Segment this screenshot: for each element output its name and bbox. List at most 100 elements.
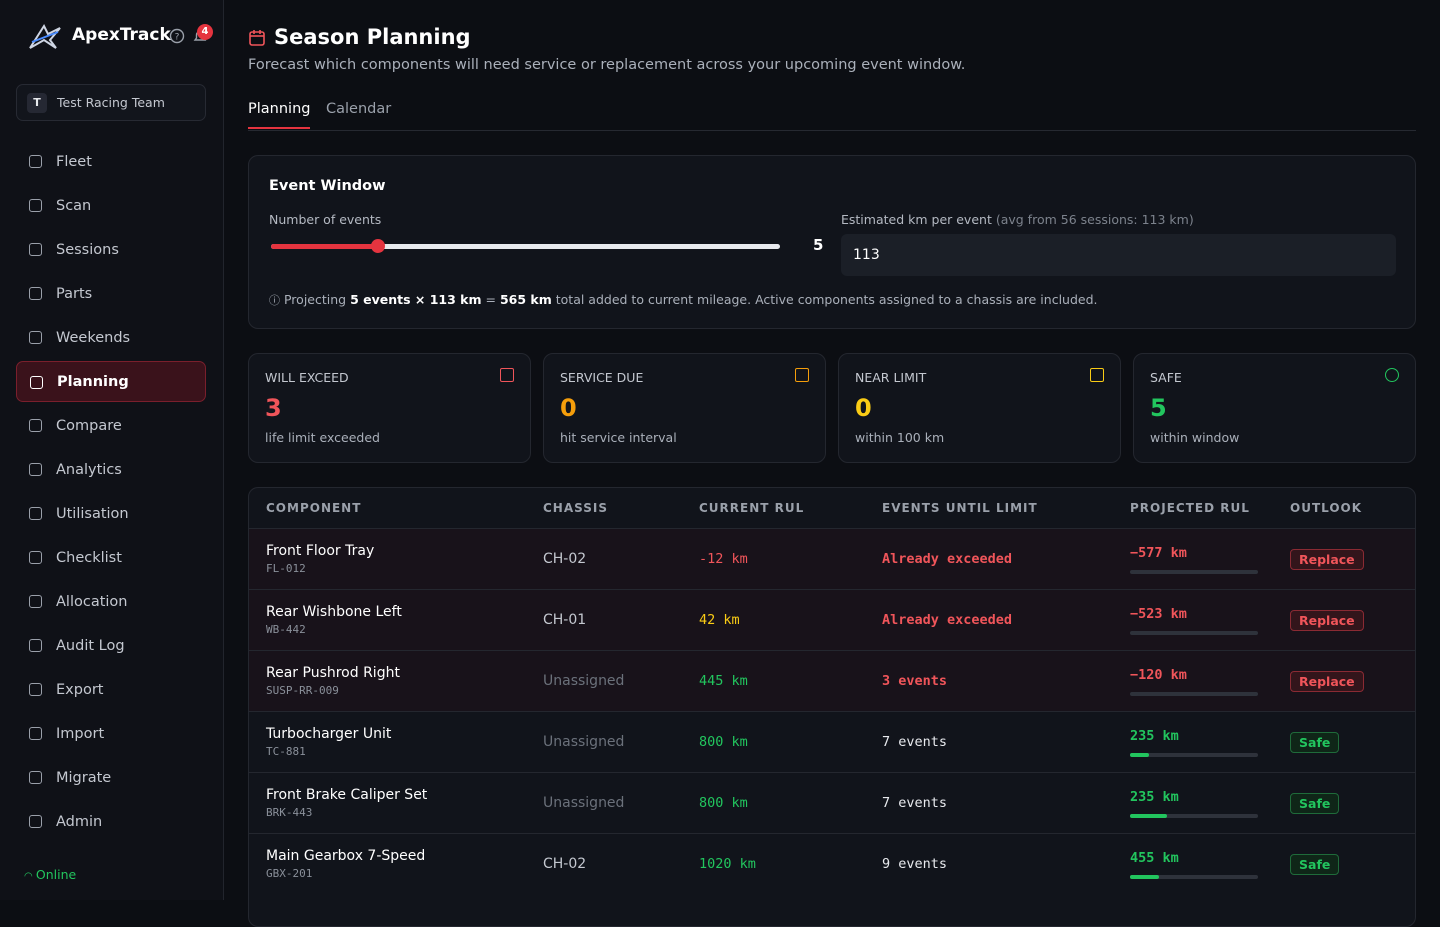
stat-icon xyxy=(500,368,514,382)
nav-item[interactable]: Import xyxy=(16,713,206,754)
slider-thumb[interactable] xyxy=(371,239,386,253)
nav-item[interactable]: Admin xyxy=(16,801,206,842)
chassis: Unassigned xyxy=(543,734,625,750)
column-header: PROJECTED RUL xyxy=(1130,501,1250,515)
column-header: EVENTS UNTIL LIMIT xyxy=(882,501,1038,515)
events-until-limit: 9 events xyxy=(882,856,948,872)
nav-item[interactable]: Parts xyxy=(16,273,206,314)
team-selector[interactable]: T Test Racing Team xyxy=(16,84,206,121)
nav-item[interactable]: Checklist xyxy=(16,537,206,578)
km-label-text: Estimated km per event xyxy=(841,212,992,227)
tab-divider xyxy=(248,130,1416,131)
notification-badge[interactable]: 4 xyxy=(197,24,213,40)
nav-icon xyxy=(29,463,42,476)
events-until-limit: Already exceeded xyxy=(882,551,1013,567)
nav-label: Utilisation xyxy=(56,505,129,522)
stat-card: NEAR LIMIT 0 within 100 km xyxy=(838,353,1121,463)
nav-item[interactable]: Fleet xyxy=(16,141,206,182)
status: ◠ Online xyxy=(24,867,77,882)
column-header: CHASSIS xyxy=(543,501,608,515)
events-label: Number of events xyxy=(269,212,382,227)
stat-card: WILL EXCEED 3 life limit exceeded xyxy=(248,353,531,463)
sidebar: ApexTrack ? 4 T Test Racing Team ◠ Onlin… xyxy=(0,0,224,900)
nav-item[interactable]: Scan xyxy=(16,185,206,226)
current-rul: 445 km xyxy=(699,673,748,689)
outlook-badge: Replace xyxy=(1290,610,1364,631)
nav-label: Admin xyxy=(56,813,103,830)
nav-item[interactable]: Planning xyxy=(16,361,206,402)
progress-track xyxy=(1130,814,1258,818)
component-name: Front Brake Caliper Set xyxy=(266,787,428,803)
nav-icon xyxy=(29,815,42,828)
km-hint: (avg from 56 sessions: 113 km) xyxy=(995,212,1194,227)
projected-rul: −120 km xyxy=(1130,667,1187,683)
km-input-value: 113 xyxy=(853,247,880,263)
chassis: Unassigned xyxy=(543,673,625,689)
nav-label: Compare xyxy=(56,417,122,434)
stat-value: 0 xyxy=(855,394,872,422)
nav-item[interactable]: Audit Log xyxy=(16,625,206,666)
stat-caption: within 100 km xyxy=(855,430,945,445)
stat-label: SAFE xyxy=(1150,370,1182,385)
events-until-limit: 3 events xyxy=(882,673,948,689)
nav-icon xyxy=(29,287,42,300)
projected-rul: −523 km xyxy=(1130,606,1187,622)
nav-label: Analytics xyxy=(56,461,122,478)
tab[interactable]: Planning xyxy=(248,101,311,129)
progress-track xyxy=(1130,692,1258,696)
chassis: CH-02 xyxy=(543,856,587,872)
table-row: Main Gearbox 7-Speed GBX-201 CH-02 1020 km 9… xyxy=(249,833,1415,894)
component-code: TC-881 xyxy=(266,745,306,758)
projected-rul: 235 km xyxy=(1130,789,1179,805)
nav-icon xyxy=(29,155,42,168)
chassis: Unassigned xyxy=(543,795,625,811)
nav-item[interactable]: Analytics xyxy=(16,449,206,490)
stat-value: 3 xyxy=(265,394,282,422)
nav-label: Fleet xyxy=(56,153,92,170)
note-prefix: Projecting xyxy=(283,292,347,307)
nav-item[interactable]: Compare xyxy=(16,405,206,446)
nav-item[interactable]: Allocation xyxy=(16,581,206,622)
table-row: Front Brake Caliper Set BRK-443 Unassigned… xyxy=(249,772,1415,833)
km-label: Estimated km per event (avg from 56 sess… xyxy=(841,212,1194,227)
page-title: Season Planning xyxy=(274,25,471,49)
stat-icon xyxy=(1090,368,1104,382)
nav-label: Checklist xyxy=(56,549,122,566)
progress-track xyxy=(1130,875,1258,879)
outlook-badge: Replace xyxy=(1290,671,1364,692)
projected-rul: −577 km xyxy=(1130,545,1187,561)
stat-icon xyxy=(1385,368,1399,382)
tab[interactable]: Calendar xyxy=(326,101,392,117)
nav-label: Parts xyxy=(56,285,93,302)
table-row: Front Floor Tray FL-012 CH-02 -12 km Already… xyxy=(249,528,1415,589)
stat-caption: life limit exceeded xyxy=(265,430,380,445)
table-row: Rear Wishbone Left WB-442 CH-01 42 km Alread… xyxy=(249,589,1415,650)
outlook-badge: Safe xyxy=(1290,732,1340,753)
projected-rul: 455 km xyxy=(1130,850,1179,866)
component-name: Main Gearbox 7-Speed xyxy=(266,848,426,864)
progress-fill xyxy=(1130,875,1160,879)
nav-item[interactable]: Migrate xyxy=(16,757,206,798)
km-input[interactable]: 113 xyxy=(841,234,1396,276)
projection-note: ⓘ Projecting 5 events × 113 km = 565 km … xyxy=(269,292,1098,307)
stat-value: 5 xyxy=(1150,394,1167,422)
nav-icon xyxy=(30,376,43,389)
nav-item[interactable]: Utilisation xyxy=(16,493,206,534)
column-header: CURRENT RUL xyxy=(699,501,805,515)
progress-fill xyxy=(1130,814,1168,818)
chassis: CH-01 xyxy=(543,612,587,628)
events-slider[interactable] xyxy=(271,239,780,253)
nav-icon xyxy=(29,331,42,344)
nav-item[interactable]: Sessions xyxy=(16,229,206,270)
stat-label: NEAR LIMIT xyxy=(855,370,927,385)
outlook-badge: Safe xyxy=(1290,793,1340,814)
page-subtitle: Forecast which components will need serv… xyxy=(248,57,966,73)
nav-label: Export xyxy=(56,681,104,698)
events-until-limit: 7 events xyxy=(882,795,948,811)
component-code: BRK-443 xyxy=(266,806,313,819)
current-rul: 42 km xyxy=(699,612,740,628)
nav-item[interactable]: Weekends xyxy=(16,317,206,358)
help-icon[interactable]: ? xyxy=(169,28,185,44)
nav-item[interactable]: Export xyxy=(16,669,206,710)
